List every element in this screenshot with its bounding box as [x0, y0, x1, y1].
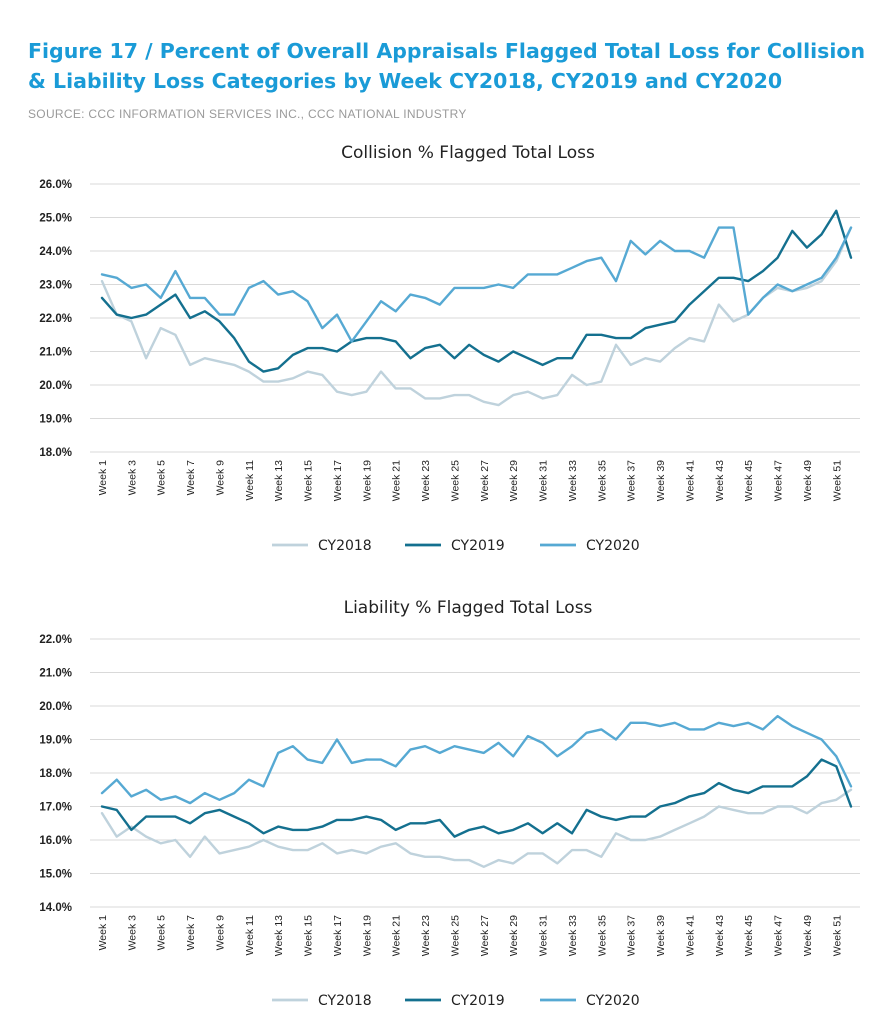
x-tick-label: Week 13: [273, 915, 285, 956]
x-tick-label: Week 11: [244, 460, 256, 501]
series-line-cy2018: [100, 226, 853, 407]
x-tick-label: Week 27: [479, 460, 491, 501]
x-tick-label: Week 23: [420, 460, 432, 501]
x-tick-label: Week 45: [743, 460, 755, 501]
x-tick-label: Week 15: [303, 915, 315, 956]
y-tick-label: 20.0%: [39, 701, 72, 713]
x-tick-label: Week 47: [773, 460, 785, 501]
y-tick-label: 15.0%: [39, 869, 72, 881]
source-note: SOURCE: CCC INFORMATION SERVICES INC., C…: [28, 107, 467, 121]
x-tick-label: Week 45: [743, 915, 755, 956]
x-tick-label: Week 47: [773, 915, 785, 956]
x-tick-label: Week 37: [626, 460, 638, 501]
legend-label-cy2019: CY2019: [451, 538, 505, 554]
legend-label-cy2020: CY2020: [586, 993, 640, 1009]
y-tick-label: 17.0%: [39, 802, 72, 814]
y-tick-label: 14.0%: [39, 902, 72, 914]
x-tick-label: Week 23: [420, 915, 432, 956]
x-tick-label: Week 5: [156, 460, 168, 496]
y-tick-label: 19.0%: [39, 414, 72, 426]
series-line-cy2020: [100, 714, 853, 805]
x-tick-label: Week 33: [567, 460, 579, 501]
x-tick-label: Week 37: [626, 915, 638, 956]
legend-label-cy2020: CY2020: [586, 538, 640, 554]
x-tick-label: Week 43: [714, 460, 726, 501]
x-tick-label: Week 27: [479, 915, 491, 956]
x-tick-label: Week 31: [538, 460, 550, 501]
x-tick-label: Week 39: [655, 460, 667, 501]
collision-chart: Collision % Flagged Total Loss 18.0% 19.0%…: [39, 143, 860, 554]
y-tick-label: 19.0%: [39, 735, 72, 747]
x-tick-label: Week 41: [684, 460, 696, 501]
x-tick-label: Week 7: [185, 915, 197, 951]
x-tick-label: Week 33: [567, 915, 579, 956]
x-tick-label: Week 7: [185, 460, 197, 496]
x-tick-label: Week 9: [214, 915, 226, 951]
x-tick-label: Week 21: [391, 460, 403, 501]
chart-title: Collision % Flagged Total Loss: [341, 143, 595, 163]
x-tick-label: Week 31: [538, 915, 550, 956]
x-tick-label: Week 5: [156, 915, 168, 951]
y-tick-label: 23.0%: [39, 280, 72, 292]
y-tick-label: 22.0%: [39, 634, 72, 646]
x-tick-label: Week 19: [361, 915, 373, 956]
x-tick-label: Week 49: [802, 460, 814, 501]
x-tick-label: Week 51: [831, 915, 843, 956]
x-tick-label: Week 1: [97, 460, 109, 496]
series-line-cy2020: [100, 226, 853, 343]
x-tick-label: Week 49: [802, 915, 814, 956]
x-tick-label: Week 1: [97, 915, 109, 951]
x-tick-label: Week 3: [126, 460, 138, 496]
x-tick-label: Week 29: [508, 915, 520, 956]
x-tick-label: Week 25: [449, 460, 461, 501]
y-tick-label: 25.0%: [39, 213, 72, 225]
y-tick-label: 18.0%: [39, 447, 72, 459]
y-tick-label: 24.0%: [39, 246, 72, 258]
x-tick-label: Week 21: [391, 915, 403, 956]
x-tick-label: Week 15: [303, 460, 315, 501]
x-tick-label: Week 13: [273, 460, 285, 501]
y-tick-label: 26.0%: [39, 179, 72, 191]
x-tick-label: Week 51: [831, 460, 843, 501]
x-tick-label: Week 35: [596, 460, 608, 501]
liability-chart: Liability % Flagged Total Loss 14.0% 15.0%…: [39, 598, 860, 1009]
y-tick-label: 22.0%: [39, 313, 72, 325]
y-tick-label: 20.0%: [39, 380, 72, 392]
y-tick-label: 16.0%: [39, 835, 72, 847]
y-tick-label: 18.0%: [39, 768, 72, 780]
x-tick-label: Week 9: [214, 460, 226, 496]
chart-title: Liability % Flagged Total Loss: [344, 598, 593, 618]
x-tick-label: Week 29: [508, 460, 520, 501]
x-tick-label: Week 41: [684, 915, 696, 956]
series-line-cy2019: [100, 758, 853, 838]
x-tick-label: Week 19: [361, 460, 373, 501]
series-line-cy2018: [100, 788, 853, 868]
series-line-cy2019: [100, 209, 853, 373]
x-tick-label: Week 11: [244, 915, 256, 956]
x-tick-label: Week 39: [655, 915, 667, 956]
legend-label-cy2019: CY2019: [451, 993, 505, 1009]
x-tick-label: Week 17: [332, 460, 344, 501]
x-tick-label: Week 43: [714, 915, 726, 956]
x-tick-label: Week 35: [596, 915, 608, 956]
legend-label-cy2018: CY2018: [318, 993, 372, 1009]
y-tick-label: 21.0%: [39, 347, 72, 359]
x-tick-label: Week 17: [332, 915, 344, 956]
x-tick-label: Week 3: [126, 915, 138, 951]
legend-label-cy2018: CY2018: [318, 538, 372, 554]
x-tick-label: Week 25: [449, 915, 461, 956]
figure-title: Figure 17 / Percent of Overall Appraisal…: [28, 39, 866, 93]
y-tick-label: 21.0%: [39, 668, 72, 680]
